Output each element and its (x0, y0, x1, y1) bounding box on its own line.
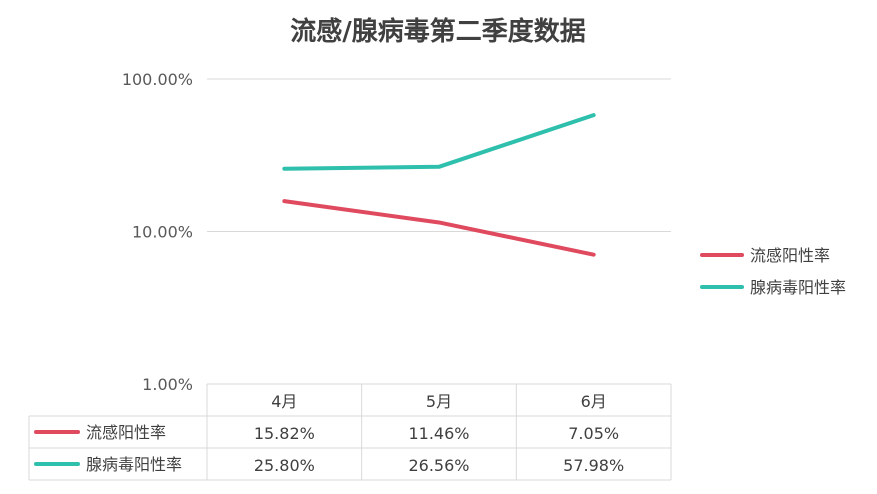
y-tick-label: 100.00% (122, 70, 193, 89)
table-cell-value: 25.80% (254, 456, 315, 475)
y-tick-label: 1.00% (142, 375, 193, 394)
table-series-name: 腺病毒阳性率 (86, 455, 182, 474)
chart-title: 流感/腺病毒第二季度数据 (290, 16, 586, 47)
x-category-label: 5月 (426, 392, 452, 411)
table-cell-value: 15.82% (254, 424, 315, 443)
x-category-label: 6月 (581, 392, 607, 411)
table-cell-value: 7.05% (568, 424, 619, 443)
table-series-name: 流感阳性率 (86, 423, 166, 442)
table-cell-value: 11.46% (408, 424, 469, 443)
gridlines (207, 78, 671, 232)
y-axis-ticks: 1.00% 10.00% 100.00% (122, 70, 193, 394)
legend-label: 流感阳性率 (750, 246, 830, 265)
x-category-label: 4月 (271, 392, 297, 411)
series-line (282, 199, 596, 257)
table-cell-value: 26.56% (408, 456, 469, 475)
table-cell-value: 57.98% (563, 456, 624, 475)
series-lines (282, 113, 596, 257)
y-tick-label: 10.00% (132, 223, 193, 242)
series-line (282, 113, 596, 171)
legend-label: 腺病毒阳性率 (750, 278, 846, 297)
